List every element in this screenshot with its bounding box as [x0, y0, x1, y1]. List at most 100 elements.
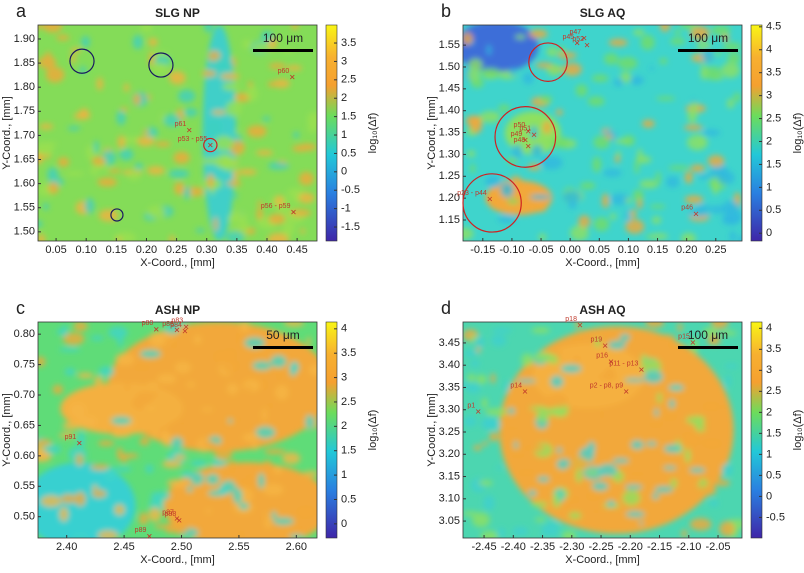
speckle: [466, 68, 481, 82]
y-axis-label: Y-Coord., [mm]: [1, 393, 13, 467]
speckle: [290, 361, 300, 373]
speckle: [163, 113, 182, 127]
point-marker: [525, 128, 531, 134]
x-tick-label: -2.30: [559, 541, 584, 553]
speckle: [688, 208, 710, 217]
panel-title: ASH AQ: [579, 303, 625, 317]
speckle: [195, 228, 206, 233]
speckle: [84, 198, 95, 214]
speckle: [265, 402, 274, 409]
speckle: [703, 417, 709, 430]
speckle: [183, 185, 191, 200]
speckle: [531, 501, 548, 508]
colorbar-tick-label: 2.5: [341, 396, 356, 408]
speckle: [169, 235, 175, 241]
speckle: [593, 135, 611, 149]
speckle: [91, 156, 107, 166]
speckle: [560, 364, 582, 373]
speckle: [242, 39, 252, 49]
x-tick-label: -0.10: [499, 244, 524, 256]
speckle: [267, 162, 290, 170]
x-tick-label: 0.35: [226, 244, 247, 256]
speckle: [148, 37, 158, 47]
speckle: [170, 342, 178, 349]
speckle: [479, 110, 501, 123]
speckle: [208, 129, 223, 139]
speckle: [663, 408, 682, 415]
x-tick-label: -0.05: [529, 244, 554, 256]
y-tick-label: 1.80: [14, 81, 35, 93]
speckle: [585, 489, 602, 502]
speckle: [227, 418, 233, 424]
point-label: p88: [165, 511, 177, 518]
region: [463, 25, 539, 73]
speckle: [606, 500, 616, 508]
speckle: [481, 397, 488, 409]
point-label: p50: [514, 122, 526, 129]
speckle: [684, 195, 704, 204]
point-label: p83: [171, 318, 183, 325]
speckle: [220, 480, 237, 494]
speckle: [619, 333, 631, 342]
speckle: [613, 78, 624, 87]
speckle: [149, 331, 165, 348]
speckle: [38, 233, 46, 241]
speckle: [707, 334, 721, 346]
speckle: [630, 440, 644, 450]
speckle: [509, 68, 517, 77]
speckle: [614, 154, 621, 164]
speckle: [116, 109, 126, 126]
speckle: [201, 157, 221, 165]
speckle: [136, 136, 155, 147]
point-marker: [584, 42, 590, 48]
x-tick-label: 0.40: [256, 244, 277, 256]
speckle: [604, 134, 614, 139]
speckle: [139, 437, 150, 446]
speckle: [598, 463, 618, 477]
speckle: [303, 470, 317, 477]
point-label: p80: [142, 320, 154, 327]
speckle: [523, 444, 545, 452]
speckle: [709, 177, 714, 188]
speckle: [45, 66, 65, 83]
speckle: [307, 111, 317, 128]
speckle: [641, 354, 647, 364]
speckle: [64, 368, 76, 376]
speckle: [641, 119, 655, 128]
speckle: [607, 483, 614, 491]
colorbar-tick-label: 2.5: [341, 74, 356, 86]
speckle: [550, 375, 564, 388]
heatmap-texture: [463, 322, 742, 538]
speckle: [463, 511, 478, 516]
speckle: [123, 136, 139, 144]
speckle: [690, 101, 698, 114]
speckle: [531, 327, 551, 334]
speckle: [667, 340, 679, 350]
speckle: [691, 337, 698, 354]
speckle: [298, 192, 315, 204]
x-tick-label: 0.45: [286, 244, 307, 256]
point-marker: [602, 343, 608, 348]
speckle: [513, 440, 518, 449]
colorbar-tick-label: 1.5: [766, 427, 781, 439]
speckle: [680, 25, 698, 30]
heatmap-texture: [463, 25, 742, 241]
speckle: [306, 336, 311, 346]
y-tick-label: 1.30: [439, 148, 460, 160]
point-label: p48: [514, 137, 526, 144]
x-tick-label: 0.05: [45, 244, 66, 256]
speckle: [128, 170, 140, 181]
speckle: [542, 120, 552, 135]
colorbar-tick-label: 1: [341, 129, 347, 141]
speckle: [252, 361, 272, 371]
speckle: [727, 52, 741, 64]
panel: 0.05 0.10 0.15 0.20 0.25 0.30 0.35 0.40 0.451.50…: [1, 1, 379, 269]
x-tick-label: -2.40: [501, 541, 526, 553]
point-label: p2 - p8, p9: [590, 382, 624, 389]
point-label: p46: [681, 205, 693, 212]
speckle: [726, 98, 735, 109]
speckle: [500, 182, 514, 198]
speckle: [625, 209, 630, 223]
speckle: [552, 493, 561, 509]
y-tick-label: 1.50: [14, 226, 35, 238]
